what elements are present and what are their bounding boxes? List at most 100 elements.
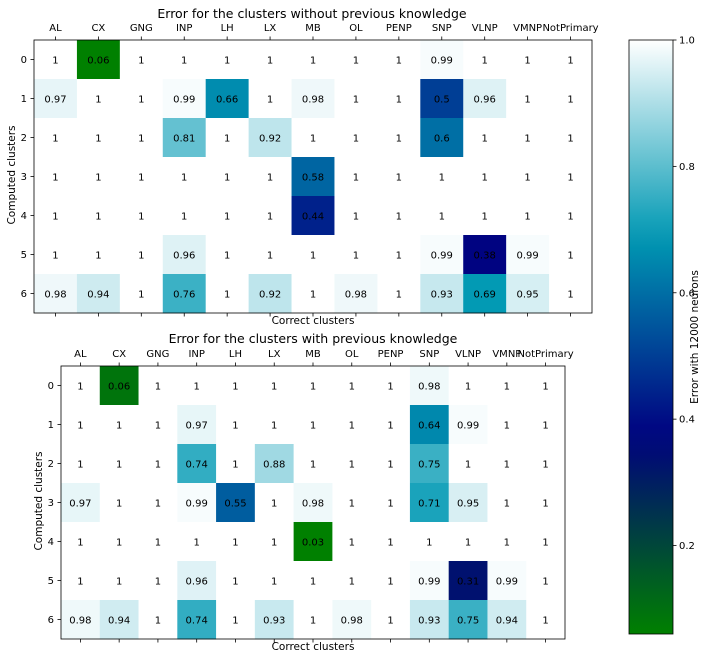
cell-value-label: 1 (116, 460, 122, 471)
heatmap-cell (76, 40, 121, 80)
heatmap-cell (549, 40, 593, 80)
heatmap-cell (334, 235, 378, 275)
x-tick-label: MB (305, 23, 321, 34)
cell-value-label: 0.64 (418, 421, 440, 432)
heatmap-cell (291, 40, 335, 80)
cell-value-label: 1 (387, 421, 393, 432)
x-tick-label: AL (49, 23, 62, 34)
x-tick-label: OL (349, 23, 363, 34)
cell-value-label: 1 (353, 56, 359, 67)
cell-value-label: 1 (349, 538, 355, 549)
cell-value-label: 1 (387, 499, 393, 510)
cell-value-label: 1 (181, 212, 187, 223)
heatmap-cell (463, 118, 507, 158)
cell-value-label: 0.92 (259, 290, 281, 301)
heatmap-cell (371, 405, 411, 445)
heatmap-cell (448, 483, 488, 523)
cell-value-label: 1 (542, 538, 548, 549)
cell-value-label: 1 (349, 460, 355, 471)
y-tick-label: 4 (48, 537, 54, 548)
cell-value-label: 1 (482, 134, 488, 145)
heatmap-cell (487, 522, 527, 562)
cell-value-label: 1 (353, 173, 359, 184)
cell-value-label: 1 (52, 212, 58, 223)
heatmap-cell (506, 79, 550, 119)
heatmap-cell (138, 444, 178, 484)
heatmap-cell (332, 366, 372, 406)
cell-value-label: 1 (267, 173, 273, 184)
cell-value-label: 1 (138, 95, 144, 106)
heatmap-cell (463, 235, 507, 275)
cell-value-label: 1 (524, 56, 530, 67)
heatmap-cell (248, 235, 292, 275)
heatmap-cell (487, 561, 527, 601)
cell-value-label: 1 (524, 95, 530, 106)
y-tick-label: 0 (48, 381, 54, 392)
heatmap-cell (293, 444, 333, 484)
heatmap-cell (76, 235, 121, 275)
cell-value-label: 1 (267, 56, 273, 67)
heatmap-cell (61, 483, 101, 523)
y-tick-label: 2 (48, 459, 54, 470)
cell-value-label: 1 (504, 460, 510, 471)
heatmap-cell (291, 235, 335, 275)
cell-value-label: 1 (224, 173, 230, 184)
cell-value-label: 1 (504, 538, 510, 549)
cell-value-label: 1 (310, 56, 316, 67)
cell-value-label: 0.99 (496, 577, 518, 588)
heatmap-xlabel: Correct clusters (272, 641, 355, 653)
x-tick-label: LH (221, 23, 234, 34)
heatmap-cell (61, 444, 101, 484)
cell-value-label: 0.96 (186, 577, 208, 588)
y-tick-label: 3 (21, 172, 27, 183)
cell-value-label: 0.98 (418, 382, 440, 393)
y-tick-label: 2 (21, 133, 27, 144)
heatmap-cell (549, 196, 593, 236)
heatmap-cell (99, 483, 139, 523)
heatmap-cell (61, 600, 101, 640)
cell-value-label: 0.03 (302, 538, 324, 549)
heatmap-cell (138, 366, 178, 406)
heatmap-cell (248, 196, 292, 236)
heatmap-cell (162, 157, 207, 197)
heatmap-cell (409, 405, 450, 445)
heatmap-cell (119, 235, 164, 275)
cell-value-label: 1 (267, 95, 273, 106)
heatmap-cell (371, 561, 411, 601)
cell-value-label: 0.98 (302, 95, 324, 106)
heatmap-cell (293, 405, 333, 445)
heatmap-cell (332, 444, 372, 484)
cell-value-label: 1 (542, 421, 548, 432)
cell-value-label: 0.96 (474, 95, 496, 106)
cell-value-label: 1 (439, 212, 445, 223)
cell-value-label: 0.93 (263, 616, 285, 627)
cell-value-label: 1 (116, 577, 122, 588)
colorbar: 0.2 0.4 0.6 0.8 1.0 Error with 12000 neurons (628, 36, 701, 635)
cell-value-label: 1 (95, 251, 101, 262)
cell-value-label: 0.99 (431, 56, 453, 67)
heatmap-cell (334, 40, 378, 80)
heatmap-cell (177, 405, 217, 445)
y-tick-label: 1 (48, 420, 54, 431)
cell-value-label: 1 (271, 538, 277, 549)
cell-value-label: 1 (116, 421, 122, 432)
cell-value-label: 1 (155, 460, 161, 471)
cell-value-label: 0.99 (418, 577, 440, 588)
cell-value-label: 0.93 (418, 616, 440, 627)
cell-value-label: 1 (116, 499, 122, 510)
cell-value-label: 0.69 (474, 290, 496, 301)
cell-value-label: 1 (138, 212, 144, 223)
cell-value-label: 1 (349, 382, 355, 393)
cell-value-label: 1 (77, 382, 83, 393)
x-tick-label: LX (268, 349, 281, 360)
heatmap-cell (549, 79, 593, 119)
heatmap-cell (526, 483, 566, 523)
heatmap-cell (332, 522, 372, 562)
cell-value-label: 1 (353, 134, 359, 145)
colorbar-tick-label: 0.6 (679, 288, 695, 299)
heatmap-cell (506, 40, 550, 80)
heatmap-cell (216, 444, 256, 484)
cell-value-label: 1 (77, 538, 83, 549)
cell-value-label: 1 (95, 173, 101, 184)
cell-value-label: 1 (504, 382, 510, 393)
